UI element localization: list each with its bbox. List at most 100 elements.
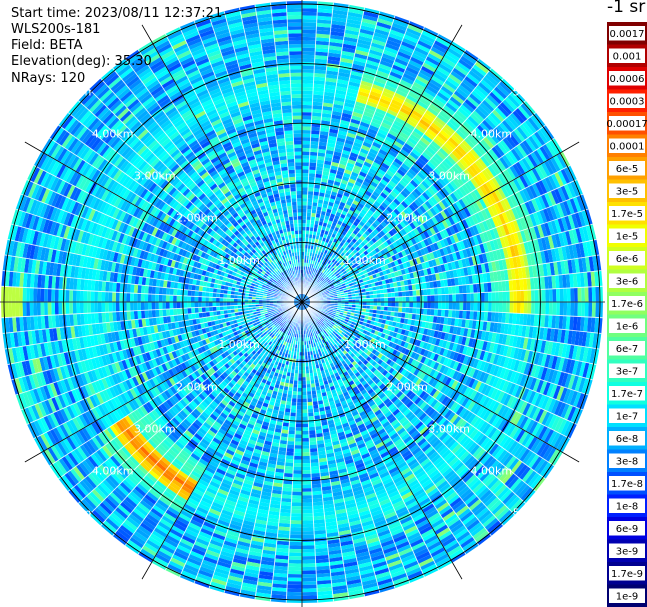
heatmap-cell: [373, 32, 389, 40]
heatmap-cell: [387, 166, 397, 175]
heatmap-cell: [351, 187, 359, 194]
heatmap-cell: [308, 169, 316, 174]
heatmap-cell: [399, 107, 412, 116]
heatmap-cell: [411, 148, 422, 158]
heatmap-cell: [308, 183, 315, 188]
heatmap-cell: [386, 132, 397, 141]
heatmap-cell: [314, 217, 320, 222]
heatmap-cell: [368, 49, 383, 57]
heatmap-cell: [337, 167, 346, 173]
heatmap-cell: [456, 61, 471, 73]
heatmap-cell: [331, 273, 336, 278]
heatmap-cell: [302, 65, 315, 70]
heatmap-cell: [313, 187, 320, 193]
heatmap-cell: [471, 129, 484, 142]
heatmap-cell: [324, 271, 329, 276]
heatmap-cell: [388, 74, 402, 83]
heatmap-cell: [336, 137, 346, 143]
heatmap-cell: [336, 79, 349, 85]
heatmap-cell: [337, 133, 347, 140]
heatmap-cell: [339, 201, 346, 208]
heatmap-cell: [398, 296, 403, 302]
heatmap-cell: [328, 128, 339, 134]
heatmap-cell: [313, 408, 320, 413]
heatmap-cell: [362, 193, 371, 200]
heatmap-cell: [448, 73, 463, 85]
heatmap-cell: [398, 203, 406, 211]
heatmap-cell: [423, 295, 428, 302]
heatmap-cell: [361, 114, 373, 122]
heatmap-cell: [346, 181, 355, 188]
heatmap-cell: [333, 100, 345, 106]
heatmap-cell: [423, 177, 433, 187]
heatmap-cell: [462, 284, 467, 294]
heatmap-cell: [351, 115, 362, 122]
heatmap-cell: [305, 237, 309, 242]
heatmap-cell: [363, 177, 372, 185]
heatmap-cell: [381, 227, 389, 235]
heatmap-cell: [302, 76, 314, 81]
heatmap-cell: [362, 180, 371, 188]
heatmap-cell: [385, 81, 399, 90]
heatmap-cell: [369, 206, 377, 213]
heatmap-cell: [402, 37, 418, 47]
heatmap-cell: [394, 291, 399, 298]
heatmap-cell: [481, 99, 495, 112]
heatmap-cell: [395, 215, 403, 224]
heatmap-cell: [304, 296, 308, 300]
heatmap-cell: [310, 220, 315, 225]
heatmap-cell: [334, 144, 344, 150]
heatmap-cell: [387, 297, 392, 302]
heatmap-cell: [302, 295, 305, 299]
heatmap-cell: [422, 112, 435, 123]
heatmap-cell: [349, 206, 356, 213]
heatmap-cell: [308, 430, 316, 435]
heatmap-cell: [302, 441, 310, 446]
heatmap-cell: [302, 223, 307, 227]
heatmap-cell: [417, 40, 433, 50]
heatmap-cell: [304, 296, 307, 300]
heatmap-cell: [371, 203, 379, 211]
heatmap-cell: [319, 271, 324, 276]
heatmap-cell: [502, 302, 507, 313]
heatmap-cell: [302, 26, 317, 31]
heatmap-cell: [310, 455, 319, 460]
heatmap-cell: [344, 215, 351, 222]
heatmap-cell: [397, 192, 406, 201]
heatmap-cell: [302, 115, 312, 120]
heatmap-cell: [445, 101, 458, 113]
heatmap-cell: [459, 302, 464, 311]
heatmap-cell: [346, 162, 355, 169]
heatmap-cell: [373, 138, 384, 146]
heatmap-cell: [357, 202, 365, 209]
heatmap-cell: [401, 291, 406, 297]
heatmap-cell: [347, 209, 354, 216]
heatmap-cell: [309, 151, 318, 156]
heatmap-cell: [345, 212, 353, 219]
heatmap-cell: [452, 67, 467, 79]
heatmap-cell: [424, 59, 439, 70]
heatmap-cell: [430, 302, 435, 309]
heatmap-cell: [412, 307, 417, 314]
heatmap-cell: [395, 89, 408, 98]
heatmap-cell: [340, 261, 345, 267]
heatmap-cell: [430, 75, 445, 86]
heatmap-cell: [314, 177, 322, 182]
heatmap-cell: [509, 290, 514, 302]
heatmap-cell: [322, 203, 328, 209]
heatmap-cell: [418, 97, 431, 107]
heatmap-cell: [402, 125, 414, 134]
heatmap-cell: [348, 178, 356, 185]
heatmap-cell: [386, 183, 395, 191]
heatmap-cell: [465, 310, 471, 320]
heatmap-cell: [319, 217, 325, 223]
heatmap-cell: [384, 156, 394, 164]
heatmap-cell: [347, 84, 360, 91]
heatmap-cell: [577, 302, 582, 317]
heatmap-cell: [330, 27, 346, 34]
heatmap-cell: [421, 115, 433, 126]
heatmap-cell: [458, 58, 473, 71]
heatmap-cell: [358, 87, 371, 95]
heatmap-cell: [302, 237, 306, 242]
heatmap-cell: [432, 137, 444, 148]
